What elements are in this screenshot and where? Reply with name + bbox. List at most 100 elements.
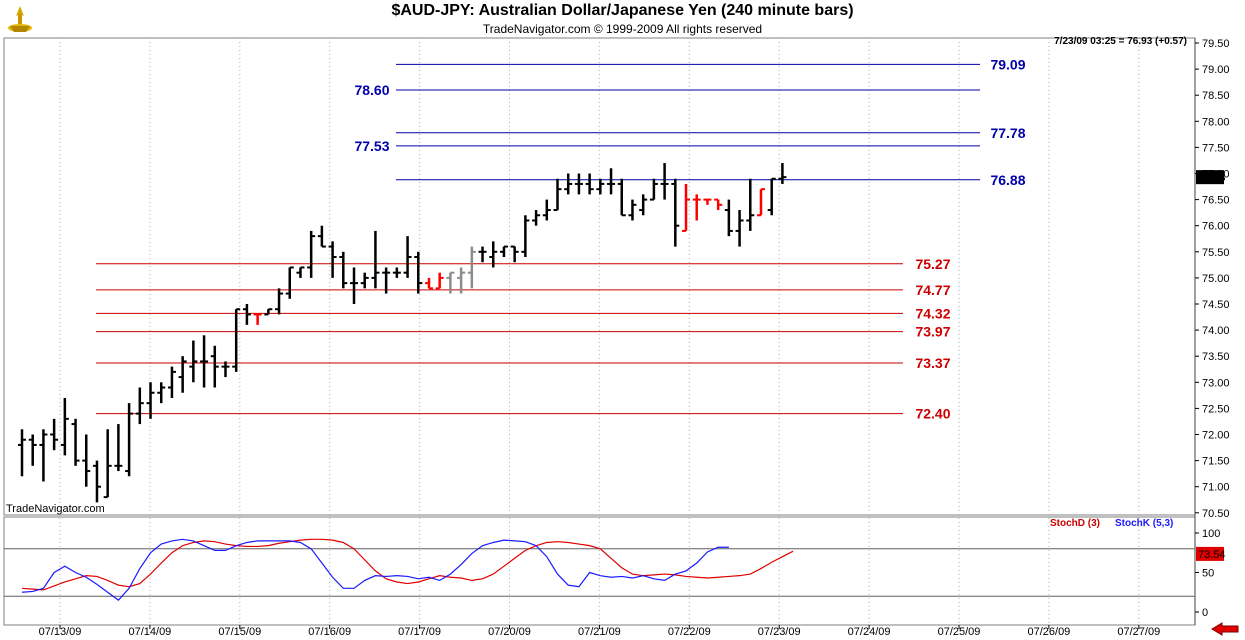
ohlc-bar — [189, 340, 198, 383]
ohlc-bar — [724, 199, 733, 237]
ohlc-bar — [639, 194, 648, 216]
ohlc-bar — [735, 210, 744, 247]
stoch-d-line — [21, 538, 794, 591]
ohlc-bar — [200, 335, 209, 388]
ohlc-bar — [125, 403, 134, 477]
x-tick-label: 07/15/09 — [218, 626, 261, 638]
ohlc-bar — [371, 230, 380, 289]
y-tick-label: 74.00 — [1202, 325, 1230, 337]
ohlc-bar — [457, 267, 466, 294]
x-tick-label: 07/14/09 — [128, 626, 171, 638]
ohlc-bar — [18, 429, 26, 477]
resistance-label: 77.53 — [354, 138, 389, 154]
stoch-y-tick-label: 50 — [1202, 568, 1214, 580]
ohlc-bar — [607, 168, 616, 195]
chart-subtitle: TradeNavigator.com © 1999-2009 All right… — [482, 22, 763, 36]
ohlc-bar — [135, 387, 144, 425]
scroll-left-arrow-icon[interactable] — [1210, 622, 1240, 636]
resistance-label: 79.09 — [990, 56, 1025, 72]
ohlc-bar — [553, 178, 562, 212]
ohlc-bar — [146, 382, 155, 419]
stoch-d-legend: StochD (3) — [1050, 518, 1100, 529]
y-tick-label: 75.00 — [1202, 273, 1230, 285]
ohlc-bar — [596, 178, 605, 195]
ohlc-bar — [510, 245, 519, 263]
y-tick-label: 72.50 — [1202, 403, 1230, 415]
ohlc-bar — [446, 271, 455, 294]
ohlc-bar — [435, 272, 444, 290]
y-tick-label: 78.50 — [1202, 90, 1230, 102]
stoch-last-label: 73.54 — [1198, 549, 1226, 561]
ohlc-bar — [39, 429, 48, 482]
ohlc-bar — [403, 236, 412, 278]
ohlc-bar — [574, 173, 583, 195]
ohlc-bar — [778, 163, 787, 184]
x-tick-label: 07/23/09 — [758, 626, 801, 638]
x-tick-label: 07/17/09 — [398, 626, 441, 638]
ohlc-bar — [746, 178, 755, 231]
ohlc-bar — [617, 178, 626, 217]
ohlc-bar — [339, 251, 348, 289]
ohlc-bar — [424, 277, 433, 290]
last-price-tag — [1196, 170, 1224, 185]
x-tick-label: 07/26/09 — [1027, 626, 1070, 638]
y-tick-label: 79.00 — [1202, 64, 1230, 76]
ohlc-bar — [253, 313, 262, 325]
ohlc-bar — [532, 210, 541, 226]
support-label: 72.40 — [915, 406, 950, 422]
y-tick-label: 78.00 — [1202, 116, 1230, 128]
ohlc-bar — [232, 308, 241, 372]
ohlc-bar — [221, 361, 230, 378]
ohlc-bar — [499, 245, 508, 258]
y-tick-label: 74.50 — [1202, 299, 1230, 311]
resistance-label: 76.88 — [990, 172, 1025, 188]
y-tick-label: 73.00 — [1202, 377, 1230, 389]
ohlc-bar — [360, 272, 369, 289]
ohlc-bar — [317, 225, 326, 248]
ohlc-bar — [92, 460, 101, 503]
x-tick-label: 07/25/09 — [938, 626, 981, 638]
ohlc-bar — [714, 198, 723, 211]
y-tick-label: 73.50 — [1202, 351, 1230, 363]
ohlc-bar — [275, 288, 284, 315]
resistance-label: 78.60 — [354, 82, 389, 98]
ohlc-bar — [564, 173, 573, 195]
ohlc-bar — [350, 267, 359, 304]
ohlc-bar — [478, 246, 487, 263]
stochastic-panel — [4, 538, 1195, 601]
price-bars — [18, 163, 787, 503]
support-label: 73.97 — [915, 324, 950, 340]
ohlc-bar — [103, 429, 112, 499]
ohlc-bar — [628, 199, 637, 221]
y-tick-label: 77.50 — [1202, 142, 1230, 154]
price-levels: 79.09 78.60 77.78 77.53 76.88 75.27 74.77 74.32… — [96, 56, 1026, 422]
support-label: 75.27 — [915, 256, 950, 272]
ohlc-bar — [382, 267, 391, 294]
last-price-label: 76.93 — [1198, 172, 1226, 184]
ohlc-bar — [296, 266, 305, 278]
ohlc-bar — [542, 199, 551, 221]
ohlc-bar — [756, 188, 765, 217]
ohlc-bar — [157, 382, 166, 404]
x-tick-label: 07/27/09 — [1117, 626, 1160, 638]
axes: 07/13/09 07/14/09 07/15/09 07/16/09 07/17/09… — [39, 38, 1230, 638]
ohlc-bar — [660, 163, 669, 200]
ohlc-bar — [264, 308, 273, 316]
y-tick-label: 72.00 — [1202, 430, 1230, 442]
ohlc-bar — [521, 215, 530, 258]
y-tick-label: 76.50 — [1202, 195, 1230, 207]
resistance-label: 77.78 — [990, 125, 1025, 141]
ohlc-bar — [392, 267, 401, 278]
ohlc-bar — [50, 418, 59, 451]
ohlc-bar — [60, 397, 69, 456]
ohlc-bar — [649, 178, 658, 201]
x-tick-label: 07/22/09 — [668, 626, 711, 638]
title-bar: $AUD-JPY: Australian Dollar/Japanese Yen… — [0, 0, 1245, 38]
x-tick-label: 07/21/09 — [578, 626, 621, 638]
ohlc-bar — [178, 356, 187, 393]
ohlc-bar — [692, 194, 701, 221]
y-tick-label: 79.50 — [1202, 38, 1230, 50]
stoch-k-legend: StochK (5,3) — [1115, 518, 1174, 529]
y-tick-label: 71.00 — [1202, 482, 1230, 494]
ohlc-bar — [71, 418, 80, 466]
